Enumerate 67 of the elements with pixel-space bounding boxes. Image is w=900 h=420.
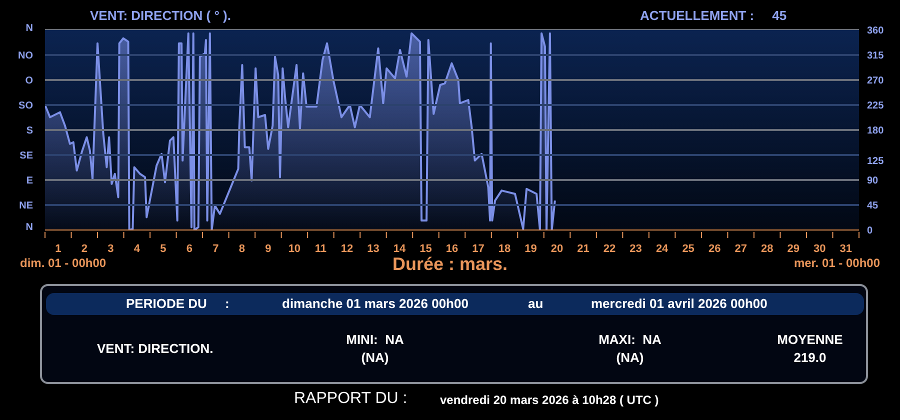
text: ACTUELLEMENT : 45: [640, 8, 787, 23]
x-tick-label: 12: [340, 243, 354, 255]
x-tick-label: 8: [238, 243, 245, 255]
x-tick-label: 11: [314, 243, 327, 255]
ref-line-label: NE: [19, 200, 34, 212]
x-tick-label: 26: [708, 243, 721, 255]
x-tick-label: 17: [472, 243, 484, 255]
x-tick-label: 6: [186, 243, 192, 255]
x-tick-label: 10: [288, 243, 301, 255]
text: (NA): [615, 350, 645, 365]
y-tick-label: 125: [867, 156, 884, 168]
text: vendredi 20 mars 2026 à 10h28 ( UTC ): [440, 393, 659, 407]
text: au: [528, 296, 544, 311]
x-tick-label: 9: [265, 243, 272, 255]
x-tick-label: 28: [760, 243, 774, 255]
y-tick-label: 315: [867, 50, 884, 62]
x-tick-label: 3: [108, 243, 114, 255]
x-tick-label: 31: [840, 243, 852, 255]
x-tick-label: 30: [813, 243, 826, 255]
text: dim. 01 - 00h00: [20, 256, 106, 270]
text: (NA): [360, 350, 390, 365]
ref-line-label: S: [26, 126, 34, 137]
x-tick-label: 7: [212, 243, 219, 255]
x-tick-label: 5: [160, 243, 166, 255]
x-tick-label: 14: [393, 243, 406, 255]
x-tick-label: 16: [446, 243, 458, 255]
x-tick-label: 24: [656, 243, 670, 255]
x-tick-label: 27: [734, 243, 747, 255]
x-tick-label: 2: [81, 243, 88, 255]
text: MOYENNE: [776, 332, 844, 347]
ref-line-label: E: [26, 176, 34, 187]
x-tick-label: 15: [420, 243, 432, 255]
y-tick-label: 180: [867, 126, 884, 137]
text: MINI: NA: [345, 332, 405, 347]
text: N: [24, 23, 33, 34]
text: mer. 01 - 00h00: [794, 256, 880, 270]
ref-line-label: NO: [18, 50, 34, 62]
y-tick-label: 360: [867, 26, 884, 37]
x-tick-label: 20: [550, 243, 564, 255]
x-tick-label: 23: [630, 243, 642, 255]
ref-line-label: SO: [18, 100, 34, 112]
text: 219.0: [792, 350, 828, 365]
y-tick-label: 45: [867, 200, 879, 212]
x-axis-title: Durée : mars.: [392, 254, 508, 274]
text: dimanche 01 mars 2026 00h00: [282, 296, 468, 311]
text: PERIODE DU :: [126, 296, 230, 311]
y-tick-label: 225: [867, 100, 884, 112]
text: RAPPORT DU :: [294, 390, 408, 408]
y-tick-label: 90: [867, 176, 879, 187]
x-tick-label: 29: [787, 243, 800, 255]
x-tick-label: 18: [498, 243, 511, 255]
text: mercredi 01 avril 2026 00h00: [591, 296, 768, 311]
y-tick-label: 270: [867, 76, 884, 87]
text: N: [24, 222, 33, 233]
x-tick-label: 21: [577, 243, 590, 255]
x-tick-label: 19: [524, 243, 537, 255]
text: MAXI: NA: [598, 332, 662, 347]
y-tick-label: 0: [867, 226, 873, 237]
x-tick-label: 1: [55, 243, 62, 255]
x-tick-label: 13: [367, 243, 380, 255]
ref-line-label: O: [25, 76, 34, 87]
x-tick-label: 4: [134, 243, 141, 255]
ref-line-label: SE: [20, 150, 34, 162]
x-tick-label: 25: [682, 243, 694, 255]
chart-title: VENT: DIRECTION ( ° ).: [90, 8, 231, 23]
text: VENT: DIRECTION.: [97, 341, 214, 356]
x-tick-label: 22: [603, 243, 616, 255]
